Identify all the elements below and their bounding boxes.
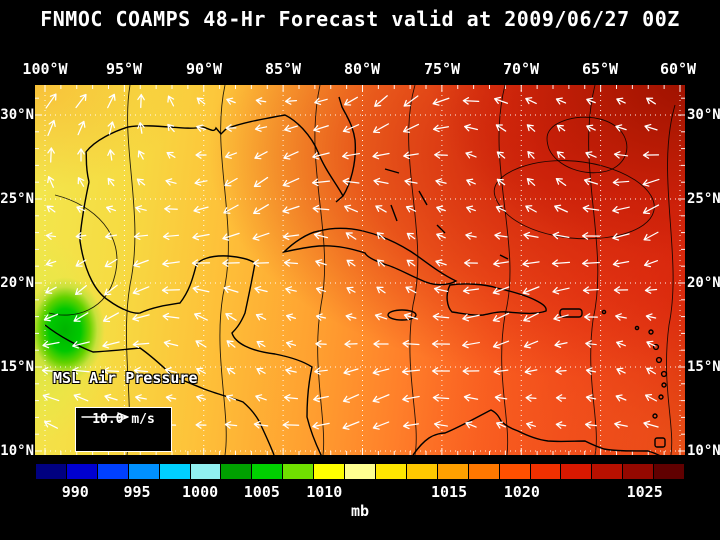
wind-scale-arrow-icon [81,412,129,422]
cb-tick-1010: 1010 [306,483,343,501]
colorbar-cell [344,464,375,479]
coast-mexico-central-america [79,181,322,455]
coastlines [44,96,668,455]
coast-us-gulf-florida [85,96,357,203]
coast-trinidad [654,437,666,448]
colorbar-cell [653,464,685,479]
lat-label-30n-left: 30°N [0,107,34,123]
lon-label-90w: 90°W [185,60,223,78]
cb-tick-1025: 1025 [626,483,663,501]
cb-tick-1015: 1015 [430,483,468,501]
lon-label-70w: 70°W [502,60,540,78]
page-title: FNMOC COAMPS 48-Hr Forecast valid at 200… [40,7,680,31]
cb-tick-990: 990 [61,483,89,501]
colorbar-tick-labels: 990 995 1000 1005 1010 1015 1020 1025 [35,483,685,501]
wind-scale-legend: 10.0 m/s [75,407,172,452]
colorbar-cell [282,464,314,479]
colorbar-cell [96,464,128,479]
lon-label-75w: 75°W [423,60,461,78]
colorbar-cell [529,464,561,479]
colorbar-cell [591,464,623,479]
lon-label-80w: 80°W [343,60,381,78]
lon-label-65w: 65°W [581,60,619,78]
cb-tick-1000: 1000 [182,483,219,501]
colorbar-cell [65,464,97,479]
lat-label-10n-left: 10°N [0,443,34,459]
coast-lesser-antilles [601,309,668,419]
colorbar-cell [436,464,468,479]
map-variable-label: MSL Air Pressure [53,369,198,387]
colorbar-cell [251,464,283,479]
colorbar-cell [220,464,252,479]
colorbar-cell [127,464,159,479]
colorbar-cell [405,464,437,479]
colorbar-cell [467,464,499,479]
lat-label-25n-right: 25°N [687,191,720,207]
colorbar-cell [622,464,654,479]
colorbar-cell [36,464,66,479]
cb-tick-1020: 1020 [503,483,540,501]
wind-vector-layer [41,93,660,430]
pressure-field-map: MSL Air Pressure 10.0 m/s [35,85,685,455]
lat-label-10n-right: 10°N [687,443,720,459]
wind-arrows [41,93,660,430]
pressure-colorbar [35,463,685,480]
colorbar-cell [374,464,406,479]
coast-south-america [412,409,661,455]
isobar-contours [48,85,676,455]
coast-cuba [281,227,458,286]
map-overlay-svg [35,85,685,455]
coast-bahamas [384,168,509,260]
coast-hispaniola [446,283,547,316]
lon-label-60w: 60°W [659,60,697,78]
lat-label-15n-right: 15°N [687,359,720,375]
lon-label-85w: 85°W [264,60,302,78]
cb-tick-1005: 1005 [243,483,280,501]
cb-tick-995: 995 [123,483,151,501]
colorbar-cell [313,464,345,479]
colorbar-cell [560,464,592,479]
coast-jamaica [387,309,417,321]
lat-label-30n-right: 30°N [687,107,720,123]
lon-label-95w: 95°W [105,60,143,78]
colorbar-cell [498,464,530,479]
lat-label-15n-left: 15°N [0,359,34,375]
colorbar-unit: mb [350,502,370,520]
colorbar-cell [189,464,221,479]
lat-label-20n-right: 20°N [687,275,720,291]
lon-label-100w: 100°W [22,60,68,78]
coast-pacific [44,324,275,455]
coast-puerto-rico [559,308,583,318]
lat-label-25n-left: 25°N [0,191,34,207]
lat-label-20n-left: 20°N [0,275,34,291]
latlon-grid [35,85,685,455]
colorbar-cell [158,464,190,479]
